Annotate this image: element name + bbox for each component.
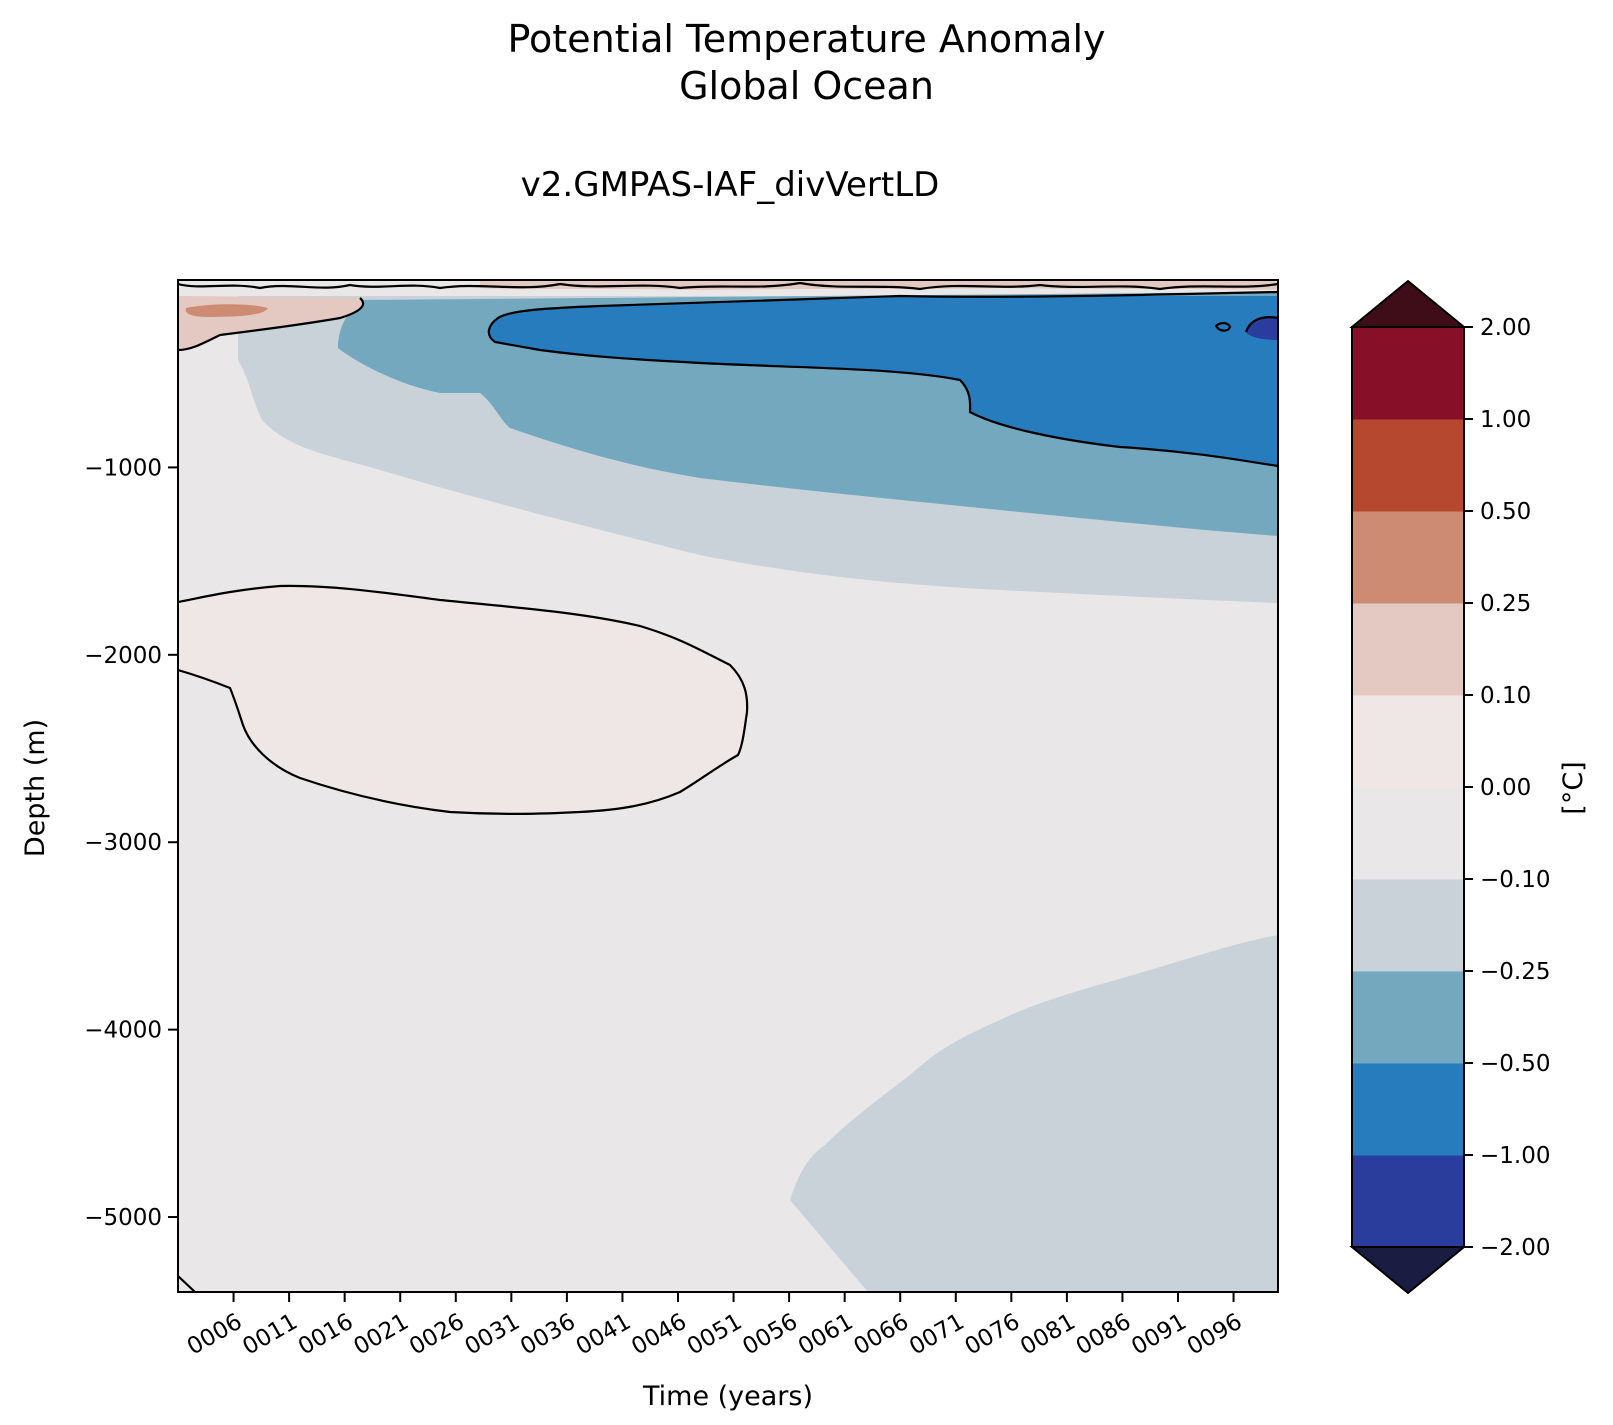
colorbar-segment bbox=[1352, 511, 1464, 604]
fill-region-strong-cool bbox=[488, 296, 1278, 466]
colorbar-tick-label: 0.50 bbox=[1480, 499, 1531, 525]
colorbar-label: [°C] bbox=[1558, 761, 1589, 814]
colorbar-segment bbox=[1352, 419, 1464, 512]
x-tick-label: 0066 bbox=[850, 1309, 914, 1361]
x-tick-label: 0086 bbox=[1072, 1309, 1136, 1361]
x-tick-label: 0011 bbox=[238, 1309, 302, 1361]
contour-surface-noise bbox=[178, 281, 1278, 291]
contour-lines bbox=[178, 281, 1278, 1292]
x-tick-label: 0061 bbox=[794, 1309, 858, 1361]
x-tick-label: 0031 bbox=[461, 1309, 525, 1361]
y-tick-label: −2000 bbox=[84, 643, 162, 669]
y-axis-ticks: −1000 −2000 −3000 −4000 −5000 bbox=[84, 455, 178, 1231]
y-tick-label: −1000 bbox=[84, 455, 162, 481]
x-axis-ticks: 0006001100160021002600310036004100460051… bbox=[183, 1292, 1247, 1360]
x-tick-label: 0056 bbox=[738, 1309, 802, 1361]
fill-region-very-strong-cool bbox=[1246, 317, 1278, 340]
colorbar-tick-label: 0.00 bbox=[1480, 775, 1531, 801]
colorbar-tick-label: −0.10 bbox=[1480, 867, 1550, 893]
colorbar-segment bbox=[1352, 1063, 1464, 1156]
chart-title-line2: Global Ocean bbox=[679, 64, 934, 108]
contour-small-ring bbox=[1214, 322, 1232, 332]
y-tick-label: −5000 bbox=[84, 1205, 162, 1231]
x-tick-label: 0026 bbox=[405, 1309, 469, 1361]
fill-region-deep-cool bbox=[790, 935, 1278, 1292]
x-tick-label: 0016 bbox=[294, 1309, 358, 1361]
colorbar-tick-label: −0.50 bbox=[1480, 1051, 1550, 1077]
colorbar: −2.00 −1.00 −0.50 −0.25 −0.10 0.00 0.10 0.25 0.5… bbox=[1349, 279, 1550, 1295]
colorbar-extend-max bbox=[1349, 279, 1467, 328]
colorbar-segment bbox=[1352, 603, 1464, 696]
fill-region-surface-warm-strong bbox=[185, 304, 268, 317]
colorbar-tick-label: 1.00 bbox=[1480, 407, 1531, 433]
x-tick-label: 0041 bbox=[572, 1309, 636, 1361]
colorbar-segment bbox=[1352, 327, 1464, 420]
chart-title-line1: Potential Temperature Anomaly bbox=[507, 17, 1106, 61]
colorbar-tick-label: 0.25 bbox=[1480, 591, 1531, 617]
contour-minus1-patch bbox=[1244, 316, 1278, 333]
colorbar-segment bbox=[1352, 695, 1464, 788]
x-tick-label: 0091 bbox=[1127, 1309, 1191, 1361]
x-tick-label: 0006 bbox=[183, 1309, 247, 1361]
x-tick-label: 0076 bbox=[961, 1309, 1025, 1361]
colorbar-tick-label: −2.00 bbox=[1480, 1235, 1550, 1261]
colorbar-tick-label: −1.00 bbox=[1480, 1143, 1550, 1169]
colorbar-segment bbox=[1352, 879, 1464, 972]
y-tick-label: −4000 bbox=[84, 1018, 162, 1044]
y-tick-label: −3000 bbox=[84, 830, 162, 856]
x-tick-label: 0071 bbox=[905, 1309, 969, 1361]
x-tick-label: 0046 bbox=[627, 1309, 691, 1361]
y-axis-label: Depth (m) bbox=[20, 719, 51, 857]
colorbar-segment bbox=[1352, 971, 1464, 1064]
x-tick-label: 0096 bbox=[1183, 1309, 1247, 1361]
x-tick-label: 0036 bbox=[516, 1309, 580, 1361]
x-tick-label: 0051 bbox=[683, 1309, 747, 1361]
contour-bottom-corner bbox=[178, 1275, 196, 1292]
plot-area bbox=[177, 279, 1279, 1293]
x-tick-label: 0021 bbox=[350, 1309, 414, 1361]
chart-subtitle: v2.GMPAS-IAF_divVertLD bbox=[520, 165, 940, 205]
contour-minus05-core bbox=[487, 290, 1278, 468]
colorbar-extend-min bbox=[1349, 1246, 1467, 1295]
colorbar-tick-label: 2.00 bbox=[1480, 315, 1531, 341]
x-axis-label: Time (years) bbox=[642, 1381, 813, 1412]
colorbar-tick-label: −0.25 bbox=[1480, 959, 1550, 985]
plot-frame bbox=[177, 279, 1279, 1293]
x-tick-label: 0081 bbox=[1016, 1309, 1080, 1361]
colorbar-segment bbox=[1352, 787, 1464, 880]
fill-region-warm-lens bbox=[178, 585, 748, 814]
colorbar-tick-label: 0.10 bbox=[1480, 683, 1531, 709]
contour-zero-warm-lens bbox=[178, 584, 749, 815]
colorbar-segment bbox=[1352, 1155, 1464, 1248]
contour-surface-warm bbox=[178, 297, 365, 352]
